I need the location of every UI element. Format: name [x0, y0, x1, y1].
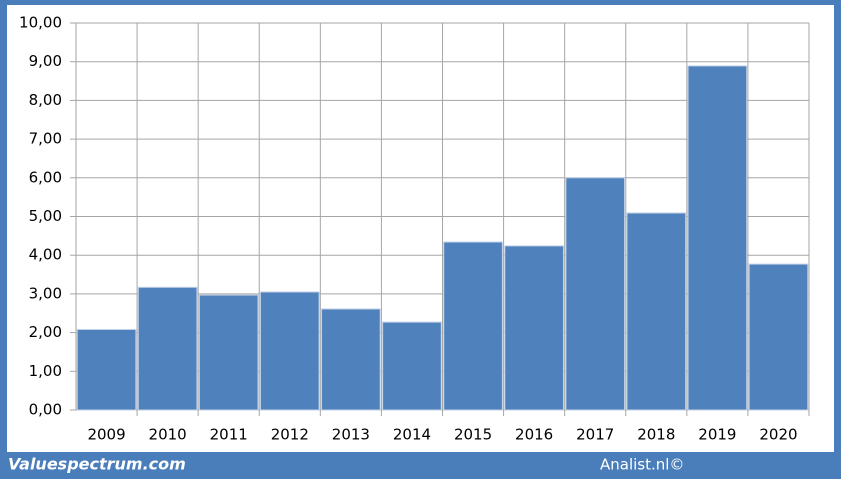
y-tick-label: 4,00 [29, 246, 62, 264]
y-tick-label: 9,00 [29, 52, 62, 70]
x-tick-label: 2020 [759, 426, 797, 444]
bar [626, 212, 687, 411]
bar [565, 177, 626, 411]
site-label: Valuespectrum.com [8, 455, 186, 474]
x-tick-label: 2010 [149, 426, 187, 444]
x-tick-label: 2014 [393, 426, 431, 444]
bar [321, 308, 381, 411]
x-tick-label: 2015 [454, 426, 492, 444]
y-tick-label: 6,00 [29, 168, 62, 186]
bar [687, 65, 748, 411]
x-tick-label: 2012 [271, 426, 309, 444]
x-tick-label: 2009 [87, 426, 125, 444]
x-tick-label: 2018 [637, 426, 675, 444]
bar [198, 294, 259, 411]
bar [137, 286, 198, 411]
credit-label: Analist.nl© [600, 456, 684, 474]
y-tick-label: 7,00 [29, 130, 62, 148]
y-tick-label: 10,00 [19, 14, 62, 32]
y-tick-label: 8,00 [29, 91, 62, 109]
y-tick-label: 3,00 [29, 284, 62, 302]
y-tick-label: 5,00 [29, 207, 62, 225]
x-tick-label: 2019 [698, 426, 736, 444]
bar [382, 321, 442, 411]
x-tick-label: 2017 [576, 426, 614, 444]
bar [76, 329, 137, 411]
bar [259, 291, 320, 411]
x-tick-label: 2011 [210, 426, 248, 444]
bar [504, 245, 564, 411]
y-tick-label: 1,00 [29, 362, 62, 380]
x-tick-label: 2013 [332, 426, 370, 444]
y-tick-label: 0,00 [29, 401, 62, 419]
bar [443, 241, 503, 411]
x-tick-label: 2016 [515, 426, 553, 444]
y-tick-label: 2,00 [29, 323, 62, 341]
bar [748, 263, 809, 411]
